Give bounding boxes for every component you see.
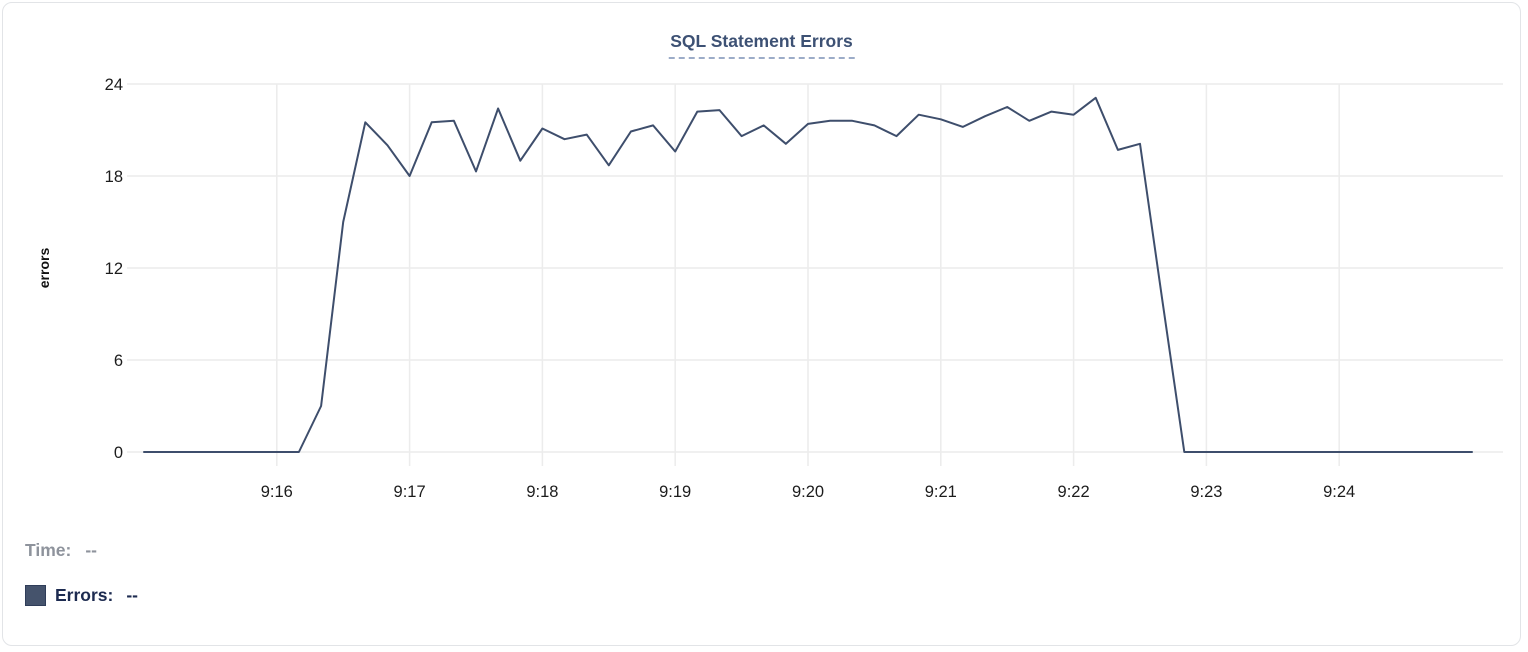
legend-time-value: -- xyxy=(85,540,98,560)
x-tick-label: 9:16 xyxy=(261,483,293,501)
x-tick-label: 9:22 xyxy=(1058,483,1090,501)
y-tick-label: 12 xyxy=(105,260,123,278)
x-tick-label: 9:24 xyxy=(1323,483,1355,501)
y-tick-label: 0 xyxy=(114,444,123,462)
errors-series-swatch xyxy=(25,585,46,606)
sql-errors-line-chart[interactable]: 0 6 12 18 24 9:16 9:17 9:18 9:19 9:20 9:21 9:22 9:23… xyxy=(3,3,1521,513)
errors-series-line xyxy=(143,96,1473,453)
legend-time-row: Time: -- xyxy=(25,540,97,561)
x-tick-label: 9:19 xyxy=(659,483,691,501)
x-tick-label: 9:20 xyxy=(792,483,824,501)
x-tick-label: 9:21 xyxy=(925,483,957,501)
x-tick-label: 9:17 xyxy=(394,483,426,501)
legend-errors-label: Errors: xyxy=(55,585,114,605)
legend-errors-value: -- xyxy=(126,585,139,605)
x-tick-label: 9:23 xyxy=(1190,483,1222,501)
legend-errors-row[interactable]: Errors: -- xyxy=(25,585,138,606)
chart-title[interactable]: SQL Statement Errors xyxy=(668,31,855,59)
y-tick-label: 6 xyxy=(114,352,123,370)
y-axis-title: errors xyxy=(36,248,52,289)
y-tick-label: 18 xyxy=(105,168,123,186)
x-tick-label: 9:18 xyxy=(526,483,558,501)
y-tick-label: 24 xyxy=(105,76,123,94)
legend-time-label: Time: xyxy=(25,540,72,560)
